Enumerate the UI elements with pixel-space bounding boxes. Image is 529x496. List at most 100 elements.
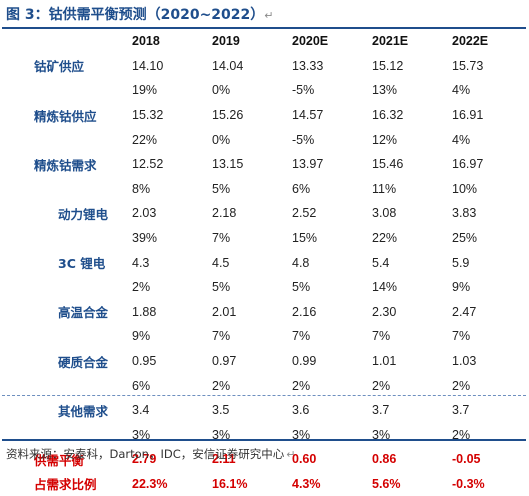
value-cell: 14.10 [132,58,164,73]
value-cell: -5% [292,132,315,147]
value-cell: 13.97 [292,157,324,172]
year-header: 2019 [212,34,240,49]
value-cell: 0.86 [372,452,397,467]
value-cell: 3.7 [372,403,390,418]
row-label: 其他需求 [58,403,109,419]
table-row: 精炼钴供应 15.32 15.26 14.57 16.32 16.91 [34,103,524,128]
row-label: 动力锂电 [58,206,109,222]
value-cell: 1.03 [452,354,477,369]
table-row: 3% 3% 3% 3% 2% [34,423,524,448]
value-cell: 16.1% [212,476,248,491]
value-cell: 4% [452,83,471,98]
value-cell: 2% [452,427,471,442]
figure-title: 图 3：钴供需平衡预测（2020~2022）↵ [6,4,274,26]
value-cell: 2% [452,378,471,393]
value-cell: 4.3% [292,476,321,491]
value-cell: 14.57 [292,108,324,123]
value-cell: 7% [212,329,231,344]
value-cell: 0% [212,83,231,98]
row-label: 供需平衡 [34,452,85,468]
row-label [34,275,132,300]
value-cell: 12.52 [132,157,164,172]
value-cell: 22% [372,231,398,246]
value-cell: 9% [132,329,151,344]
table-row: 3C 锂电 4.3 4.5 4.8 5.4 5.9 [34,250,524,275]
row-label [34,324,132,349]
value-cell: 15.26 [212,108,244,123]
table-row: 22% 0% -5% 12% 4% [34,127,524,152]
value-cell: 15.32 [132,108,164,123]
value-cell: 16.91 [452,108,484,123]
table-row: 8% 5% 6% 11% 10% [34,177,524,202]
value-cell: 0.97 [212,354,237,369]
row-label [34,78,132,103]
table-row: 高温合金 1.88 2.01 2.16 2.30 2.47 [34,300,524,325]
value-cell: 13.15 [212,157,244,172]
value-cell: -0.3% [452,476,485,491]
row-label [34,423,132,448]
value-cell: 1.88 [132,304,157,319]
row-label: 高温合金 [58,305,109,321]
table-row: 精炼钴需求 12.52 13.15 13.97 15.46 16.97 [34,152,524,177]
paragraph-mark: ↵ [286,448,296,461]
value-cell: 19% [132,83,158,98]
value-cell: 4.8 [292,255,310,270]
value-cell: 7% [292,329,311,344]
year-header: 2020E [292,34,329,49]
value-cell: 3% [132,427,151,442]
value-cell: 3.83 [452,206,477,221]
value-cell: 2% [292,378,311,393]
value-cell: 0.99 [292,354,317,369]
value-cell: 2.52 [292,206,317,221]
row-label: 钴矿供应 [34,59,85,75]
year-header: 2022E [452,34,489,49]
value-cell: 14% [372,280,398,295]
value-cell: 3% [212,427,231,442]
figure-title-text: 图 3：钴供需平衡预测（2020~2022） [6,7,265,23]
value-cell: 15.73 [452,58,484,73]
value-cell: 5.9 [452,255,470,270]
value-cell: 2.30 [372,304,397,319]
value-cell: 2.79 [132,452,157,467]
table-row: 39% 7% 15% 22% 25% [34,226,524,251]
value-cell: 16.97 [452,157,484,172]
value-cell: 4% [452,132,471,147]
value-cell: 7% [212,231,231,246]
value-cell: 4.5 [212,255,230,270]
row-label [34,226,132,251]
bottom-rule [2,439,526,441]
row-label: 精炼钴供应 [34,108,97,124]
table-row: 动力锂电 2.03 2.18 2.52 3.08 3.83 [34,201,524,226]
balance-row: 占需求比例 22.3% 16.1% 4.3% 5.6% -0.3% [34,472,524,496]
value-cell: 0.95 [132,354,157,369]
value-cell: 6% [292,181,311,196]
table-row: 其他需求 3.4 3.5 3.6 3.7 3.7 [34,398,524,423]
value-cell: 4.3 [132,255,150,270]
value-cell: 2.03 [132,206,157,221]
cobalt-balance-table: 2018 2019 2020E 2021E 2022E 钴矿供应 14.10 14.… [34,29,524,496]
value-cell: 2.01 [212,304,237,319]
value-cell: 0.60 [292,452,317,467]
value-cell: 3% [292,427,311,442]
value-cell: 9% [452,280,471,295]
value-cell: 5% [212,280,231,295]
value-cell: 7% [452,329,471,344]
row-label: 占需求比例 [34,477,97,493]
value-cell: 3% [372,427,391,442]
value-cell: 16.32 [372,108,404,123]
balance-separator [2,395,526,396]
value-cell: 2.47 [452,304,477,319]
value-cell: -5% [292,83,315,98]
value-cell: 2.11 [212,452,236,467]
value-cell: 15.12 [372,58,404,73]
header-cell [34,29,132,54]
value-cell: 2.16 [292,304,317,319]
row-label: 硬质合金 [58,354,109,370]
value-cell: 25% [452,231,478,246]
value-cell: 10% [452,181,478,196]
value-cell: 13.33 [292,58,324,73]
row-label: 精炼钴需求 [34,157,97,173]
top-rule [2,27,526,29]
value-cell: 11% [372,181,397,196]
paragraph-mark: ↵ [264,9,274,22]
